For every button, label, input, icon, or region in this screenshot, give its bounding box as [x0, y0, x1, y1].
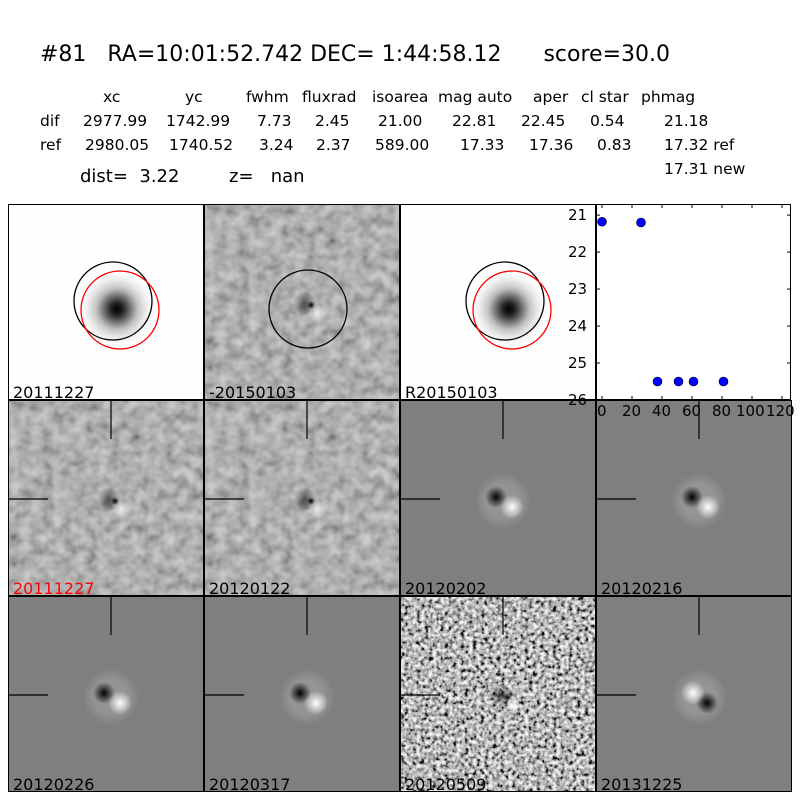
stamp-date-label: 20131225 [601, 775, 683, 792]
table-cell: 2980.05 [85, 136, 150, 154]
table-cell: 1742.99 [166, 112, 231, 130]
plot-svg [596, 204, 791, 401]
data-point [718, 376, 729, 387]
stamp-image [9, 401, 203, 595]
column-header: phmag [641, 88, 696, 106]
table-cell: 589.00 [375, 136, 430, 154]
column-header: cl star [581, 88, 629, 106]
stamp-panel: -20150103 [204, 204, 400, 400]
stamp-date-label: 20120509 [405, 775, 487, 792]
stamp-panel: 20131225 [596, 596, 792, 792]
column-header: aper [533, 88, 569, 106]
aperture-circle-red [80, 270, 160, 350]
stamp-date-label: 20111227 [13, 383, 95, 400]
row-label: dif [40, 112, 60, 130]
data-point [652, 376, 663, 387]
dist-value: dist= 3.22 [80, 166, 180, 187]
aperture-circle-black [268, 269, 348, 349]
x-tick-label: 120 [766, 402, 795, 420]
x-tick-label: 40 [652, 402, 672, 420]
stamp-image [9, 597, 203, 791]
stamp-date-label: R20150103 [405, 383, 498, 400]
table-cell: 17.32 ref [664, 136, 735, 154]
phmag-new: 17.31 new [664, 160, 746, 178]
table-cell: 22.81 [452, 112, 497, 130]
stamp-panel: 20120122 [204, 400, 400, 596]
stamp-date-label: 20120122 [209, 579, 291, 596]
column-header: yc [185, 88, 203, 106]
stamp-image [205, 205, 399, 399]
stamp-date-label: 20120216 [601, 579, 683, 596]
table-cell: 17.36 [529, 136, 574, 154]
stamp-image [401, 401, 595, 595]
stamp-panel: 20111227 [8, 400, 204, 596]
column-header: fwhm [246, 88, 289, 106]
table-cell: 2.37 [316, 136, 351, 154]
stamp-panel: 20111227 [8, 204, 204, 400]
stamp-date-label: 20120202 [405, 579, 487, 596]
stamp-image [401, 205, 595, 399]
plot-frame [596, 204, 791, 400]
x-tick-label: 60 [682, 402, 702, 420]
stamp-panel: 20120202 [400, 400, 596, 596]
y-tick-label: 22 [568, 243, 588, 262]
x-tick-label: 80 [712, 402, 732, 420]
stamp-image [205, 401, 399, 595]
magnitude-lightcurve-plot: 0 20 40 60 80 100 120 21 22 23 24 25 26 [568, 204, 795, 420]
stamp-image [205, 597, 399, 791]
stamp-date-label: -20150103 [209, 383, 297, 400]
table-cell: 0.54 [590, 112, 625, 130]
row-label: ref [40, 136, 62, 154]
y-tick-label: 21 [568, 206, 588, 225]
table-cell: 7.73 [257, 112, 292, 130]
table-cell: 1740.52 [169, 136, 234, 154]
stamp-date-label: 20120226 [13, 775, 95, 792]
table-cell: 21.18 [664, 112, 709, 130]
table-cell: 3.24 [259, 136, 294, 154]
stamp-panel: 20120226 [8, 596, 204, 792]
column-header: fluxrad [302, 88, 357, 106]
table-cell: 2977.99 [83, 112, 148, 130]
stamp-date-label: 20120317 [209, 775, 291, 792]
y-tick-label: 25 [568, 354, 588, 373]
z-value: z= nan [229, 166, 305, 187]
y-tick-label: 26 [568, 391, 588, 409]
column-header: xc [103, 88, 121, 106]
stamp-panel: 20120216 [596, 400, 792, 596]
table-cell: 22.45 [521, 112, 566, 130]
data-point [636, 217, 646, 228]
x-tick-label: 100 [736, 402, 765, 420]
stamp-image [597, 401, 791, 595]
data-point [673, 376, 684, 387]
aperture-circle-black [465, 261, 545, 341]
candidate-title: #81 RA=10:01:52.742 DEC= 1:44:58.12 scor… [40, 42, 670, 67]
y-tick-label: 23 [568, 280, 588, 299]
data-point [688, 376, 699, 387]
column-header: mag auto [438, 88, 513, 106]
stamp-panel: R20150103 [400, 204, 596, 400]
x-tick-label: 0 [597, 402, 607, 420]
stamp-image [401, 597, 595, 791]
table-cell: 17.33 [460, 136, 505, 154]
stamp-date-label: 20111227 [13, 579, 95, 596]
stamp-image [597, 597, 791, 791]
data-point [597, 216, 607, 227]
x-tick-label: 20 [622, 402, 642, 420]
table-cell: 21.00 [378, 112, 423, 130]
y-tick-label: 24 [568, 317, 588, 336]
aperture-circle-red [472, 270, 552, 350]
table-cell: 0.83 [597, 136, 632, 154]
table-cell: 2.45 [315, 112, 350, 130]
stamp-image [9, 205, 203, 399]
column-header: isoarea [372, 88, 429, 106]
stamp-panel: 20120317 [204, 596, 400, 792]
aperture-circle-black [73, 261, 153, 341]
stamp-panel: 20120509 [400, 596, 596, 792]
